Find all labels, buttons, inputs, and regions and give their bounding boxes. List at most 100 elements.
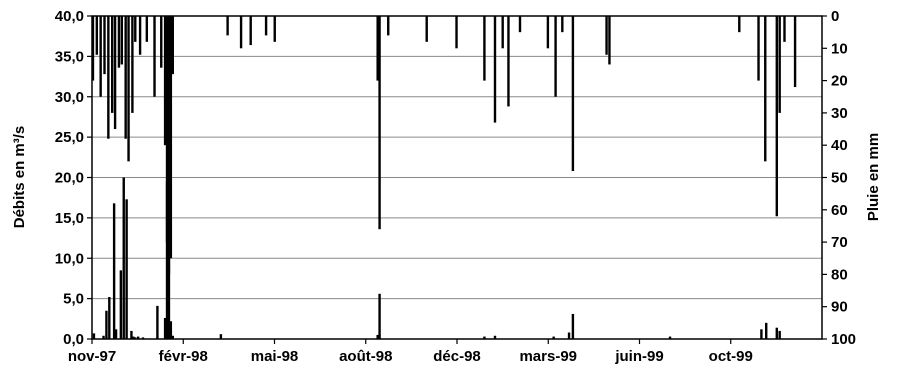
rainfall-bar [165, 16, 169, 243]
rainfall-bar [571, 16, 575, 172]
discharge-bar [765, 322, 768, 339]
rainfall-bar [483, 16, 486, 81]
discharge-bar [552, 336, 555, 339]
rainfall-bar [455, 16, 458, 49]
discharge-bar [134, 337, 137, 339]
discharge-bar [165, 181, 169, 339]
rainfall-bar [171, 16, 174, 75]
y-left-tick-label: 20,0 [55, 170, 84, 187]
x-tick-labels: nov-97 févr-98 mai-98 août-98 déc-98 mars-99 j… [68, 339, 753, 365]
rainfall-bar [91, 16, 95, 81]
discharge-bar [171, 335, 174, 339]
y-right-axis-title: Pluie en mm [865, 133, 882, 221]
discharge-bar [132, 336, 135, 339]
x-tick-label: août-98 [339, 348, 392, 365]
rainfall-bar [226, 16, 229, 36]
rainfall-bar [103, 16, 106, 75]
rainfall-bar [561, 16, 564, 33]
discharge-series [92, 177, 781, 339]
discharge-bar [114, 329, 118, 339]
y-right-tick-label: 60 [831, 202, 848, 219]
rainfall-bar [783, 16, 786, 42]
y-left-tick-label: 30,0 [55, 89, 84, 106]
rainfall-bar [507, 16, 510, 107]
y-right-tick-label: 0 [831, 8, 839, 25]
discharge-bar [668, 336, 672, 339]
rainfall-bar [120, 16, 124, 65]
x-tick-label: déc-98 [433, 348, 481, 365]
discharge-bar [102, 335, 105, 339]
discharge-bar [122, 177, 125, 339]
discharge-bar [108, 297, 111, 339]
y-right-tick-label: 30 [831, 105, 848, 122]
rainfall-bar [95, 16, 99, 55]
rainfall-bar [764, 16, 767, 162]
rainfall-bar [134, 16, 137, 42]
discharge-bar [219, 334, 223, 339]
discharge-bar [567, 332, 571, 339]
discharge-bar [112, 203, 116, 339]
y-right-tick-label: 80 [831, 266, 848, 283]
rainfall-bar [145, 16, 149, 42]
discharge-bar [156, 305, 159, 339]
y-right-tick-labels: 0 10 20 30 40 50 60 70 80 90 100 [822, 8, 856, 348]
y-left-tick-labels: 0,0 5,0 10,0 15,0 20,0 25,0 30,0 35,0 40,0 [55, 8, 92, 348]
rainfall-bar [493, 16, 497, 123]
discharge-bar [169, 321, 173, 339]
rainfall-bar [124, 16, 127, 139]
rainfall-bar [131, 16, 134, 113]
rainfall-bar [387, 16, 390, 36]
discharge-bar [775, 327, 778, 339]
rainfall-bar [757, 16, 760, 81]
discharge-bar [163, 318, 167, 339]
discharge-bar [378, 293, 381, 339]
y-left-axis-title: Débits en m³/s [11, 126, 28, 229]
rainfall-bar [110, 16, 114, 113]
rainfall-bar [793, 16, 797, 88]
rainfall-bar [273, 16, 276, 42]
y-right-tick-label: 90 [831, 299, 848, 316]
rainfall-bar [605, 16, 608, 55]
x-tick-label: févr-98 [159, 348, 208, 365]
x-tick-label: nov-97 [68, 348, 116, 365]
rainfall-bar [99, 16, 102, 97]
y-right-tick-label: 10 [831, 40, 848, 57]
y-right-tick-label: 70 [831, 234, 848, 251]
rainfall-bar [554, 16, 557, 97]
x-tick-label: juin-99 [614, 348, 663, 365]
rainfall-bar [160, 16, 163, 68]
rainfall-bar [775, 16, 778, 217]
rainfall-bar [378, 16, 381, 230]
rainfall-bar [127, 16, 130, 162]
rainfall-bar [518, 16, 522, 33]
y-right-tick-label: 20 [831, 73, 848, 90]
discharge-bar [483, 336, 486, 339]
discharge-bar [92, 333, 96, 339]
rainfall-bar [138, 16, 142, 55]
rainfall-bar [501, 16, 504, 49]
discharge-bar [167, 231, 171, 339]
y-left-tick-label: 10,0 [55, 250, 84, 267]
rainfall-bar [167, 16, 171, 275]
rainfall-bar [264, 16, 268, 36]
gridlines [92, 55, 822, 300]
discharge-bar [105, 310, 108, 339]
rainfall-bar [738, 16, 741, 33]
discharge-bar [493, 335, 497, 339]
y-right-tick-label: 40 [831, 137, 848, 154]
discharge-bar [125, 199, 128, 339]
discharge-bar [760, 329, 763, 339]
discharge-bar [141, 337, 145, 339]
rainfall-bar [113, 16, 117, 130]
rainfall-bar [107, 16, 110, 139]
y-left-tick-label: 0,0 [63, 331, 84, 348]
rainfall-series [91, 16, 797, 275]
x-tick-label: mai-98 [251, 348, 299, 365]
rainfall-bar [117, 16, 121, 68]
y-left-tick-label: 40,0 [55, 8, 84, 25]
x-tick-label: oct-99 [709, 348, 753, 365]
discharge-bar [571, 313, 575, 339]
y-left-tick-label: 25,0 [55, 129, 84, 146]
rainfall-bar [249, 16, 252, 46]
